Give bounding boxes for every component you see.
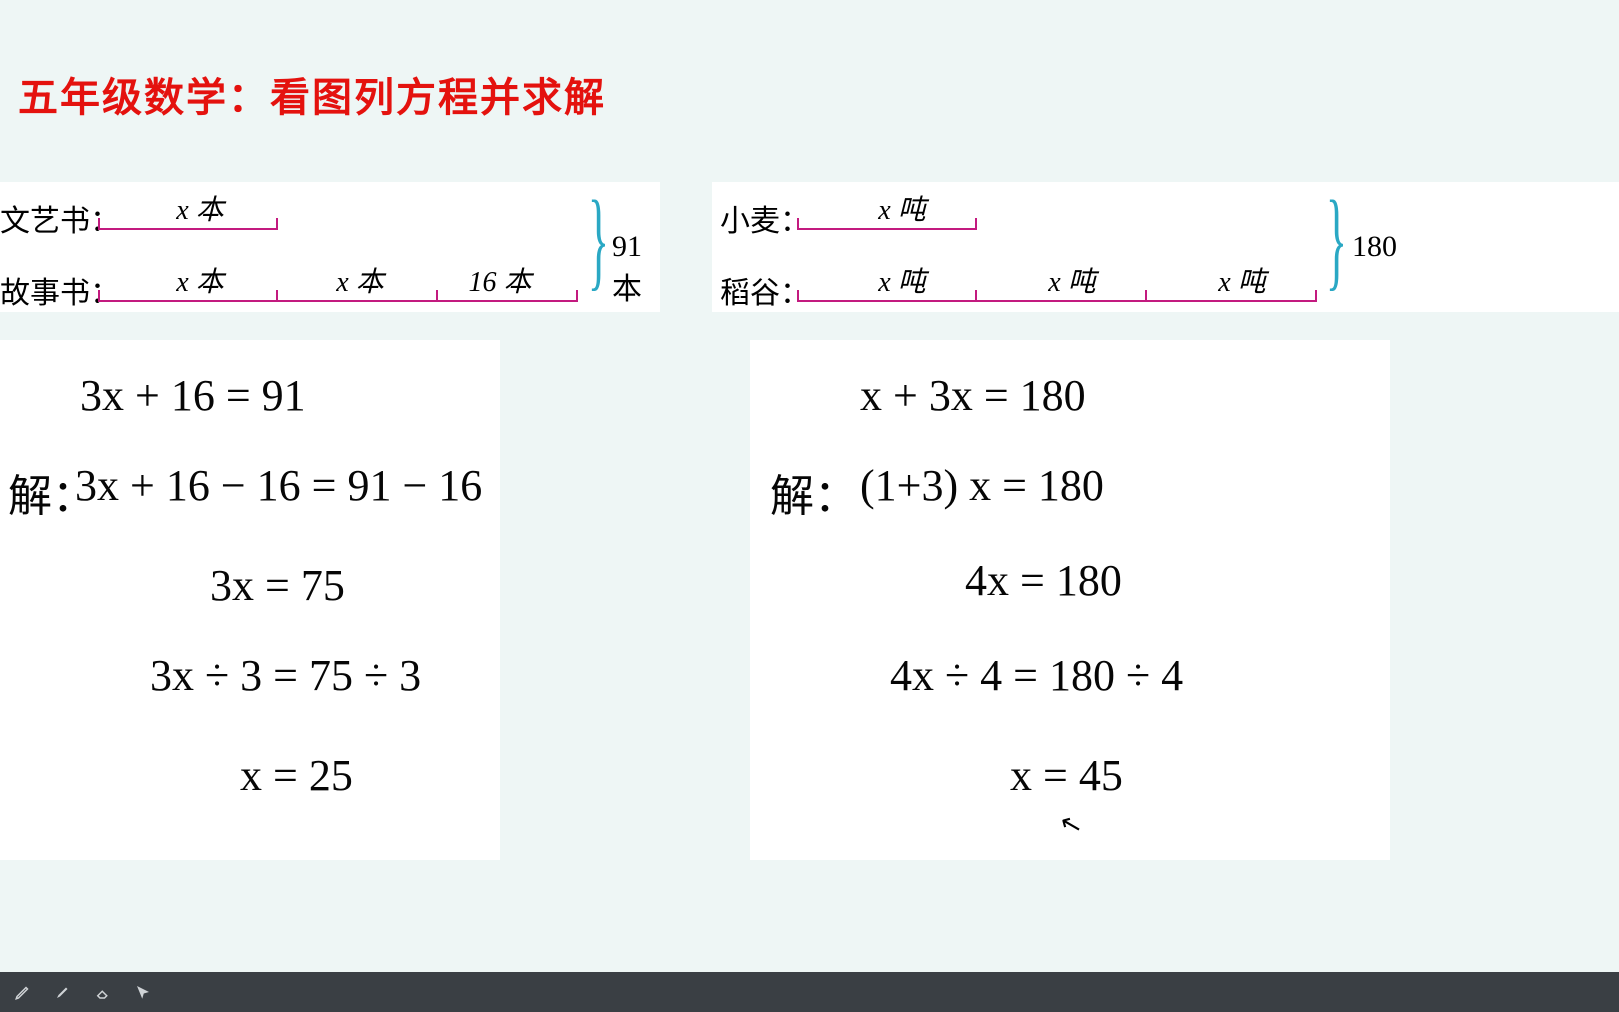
bar-label: x 本 [300, 260, 420, 300]
diagram-left: 文艺书： x 本 故事书： x 本 x 本 16 本 } 91本 [0, 182, 660, 312]
equation-line: 4x = 180 [965, 555, 1122, 606]
equation-line: 3x + 16 − 16 = 91 − 16 [75, 460, 482, 511]
bar-tick [1315, 290, 1317, 302]
bar-label: x 吨 [842, 260, 962, 300]
highlighter-icon[interactable] [52, 981, 74, 1003]
diagram-right: 小麦： x 吨 稻谷： x 吨 x 吨 x 吨 } 180 [712, 182, 1619, 312]
pointer-icon[interactable] [132, 981, 154, 1003]
solution-left: 3x + 16 = 91 解： 3x + 16 − 16 = 91 − 16 3… [0, 340, 500, 860]
bar-label: x 本 [140, 188, 260, 228]
solution-right: x + 3x = 180 解： (1+3) x = 180 4x = 180 4… [750, 340, 1390, 860]
pen-icon[interactable] [12, 981, 34, 1003]
row-label-story-books: 故事书： [0, 268, 120, 312]
bar-line [98, 228, 278, 230]
bar-label: x 本 [140, 260, 260, 300]
bar-tick [276, 218, 278, 230]
bar-label: x 吨 [842, 188, 962, 228]
bar-tick [797, 290, 799, 302]
bar-tick [436, 290, 438, 302]
bar-tick [975, 290, 977, 302]
page-title: 五年级数学：看图列方程并求解 [18, 65, 606, 123]
bar-tick [1145, 290, 1147, 302]
bar-label: x 吨 [1012, 260, 1132, 300]
bar-tick [797, 218, 799, 230]
equation-line: 3x = 75 [210, 560, 345, 611]
brace-icon: } [588, 184, 609, 294]
equation-line: 3x + 16 = 91 [80, 370, 306, 421]
equation-line: 3x ÷ 3 = 75 ÷ 3 [150, 650, 421, 701]
toolbar [0, 972, 1619, 1012]
bar-tick [975, 218, 977, 230]
solve-label: 解： [770, 460, 858, 524]
row-label-art-books: 文艺书： [0, 196, 120, 240]
bar-line [797, 228, 977, 230]
brace-icon: } [1326, 184, 1347, 294]
eraser-icon[interactable] [92, 981, 114, 1003]
equation-line: (1+3) x = 180 [860, 460, 1104, 511]
equation-line: x = 45 [1010, 750, 1123, 801]
bar-line [797, 300, 1317, 302]
brace-total-right: 180 [1352, 230, 1397, 264]
equation-line: x + 3x = 180 [860, 370, 1086, 421]
bar-line [98, 300, 578, 302]
brace-total-left: 91本 [612, 230, 660, 308]
bar-tick [98, 290, 100, 302]
bar-label: 16 本 [440, 260, 560, 300]
equation-line: x = 25 [240, 750, 353, 801]
bar-tick [276, 290, 278, 302]
equation-line: 4x ÷ 4 = 180 ÷ 4 [890, 650, 1183, 701]
bar-tick [98, 218, 100, 230]
bar-label: x 吨 [1182, 260, 1302, 300]
bar-tick [576, 290, 578, 302]
